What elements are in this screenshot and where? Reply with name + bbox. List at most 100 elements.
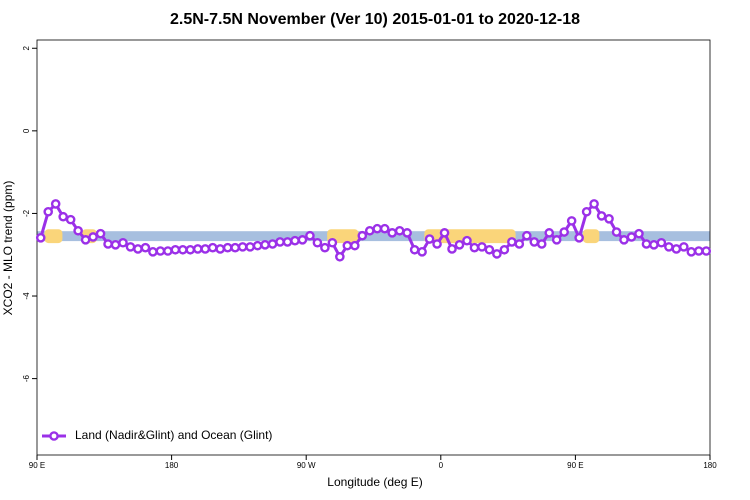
data-point	[394, 225, 405, 236]
data-point	[671, 244, 682, 254]
data-point	[417, 247, 427, 257]
data-point	[185, 244, 196, 255]
data-point	[200, 244, 211, 254]
data-point	[267, 239, 278, 249]
data-point	[536, 239, 547, 249]
y-tick-label: -4	[22, 292, 31, 300]
data-point	[73, 225, 83, 236]
x-tick-label: 180	[165, 461, 179, 470]
data-point	[320, 242, 330, 253]
data-point	[477, 242, 487, 252]
data-point	[649, 240, 659, 250]
legend-label: Land (Nadir&Glint) and Ocean (Glint)	[75, 428, 272, 442]
data-point	[619, 235, 629, 245]
data-point	[484, 244, 495, 255]
y-tick-label: 0	[22, 128, 31, 133]
x-tick-label: 180	[703, 461, 717, 470]
data-point	[282, 237, 293, 247]
data-point	[357, 230, 368, 241]
data-point	[379, 223, 390, 234]
data-point	[686, 247, 697, 257]
data-point	[499, 244, 510, 255]
data-point	[492, 249, 502, 259]
chart-title: 2.5N-7.5N November (Ver 10) 2015-01-01 t…	[170, 11, 580, 28]
data-point	[372, 223, 383, 234]
data-point	[245, 242, 255, 252]
data-point	[43, 206, 54, 217]
data-point	[237, 242, 248, 252]
data-point	[95, 228, 106, 239]
data-point	[88, 232, 98, 242]
data-point	[222, 242, 233, 253]
land-span	[582, 229, 600, 244]
data-point	[424, 234, 435, 244]
data-point	[469, 242, 480, 253]
data-point	[65, 214, 76, 225]
data-point	[529, 237, 540, 247]
data-point	[544, 228, 555, 238]
data-point	[140, 242, 151, 253]
data-point	[409, 244, 420, 255]
data-point	[207, 242, 218, 253]
data-point	[148, 247, 158, 257]
data-point	[133, 244, 143, 254]
legend-marker	[49, 431, 59, 441]
data-point	[155, 246, 166, 256]
data-point	[192, 244, 203, 254]
data-point	[290, 235, 300, 246]
data-point	[342, 240, 353, 251]
data-point	[507, 237, 517, 247]
data-point	[260, 240, 270, 250]
data-point	[50, 199, 61, 209]
data-point	[439, 228, 450, 238]
data-point	[581, 206, 592, 217]
data-point	[305, 230, 315, 241]
data-point	[103, 239, 113, 249]
data-point	[634, 228, 644, 239]
data-point	[679, 242, 689, 252]
data-point	[462, 235, 472, 246]
data-point	[80, 235, 91, 245]
y-axis-label: XCO2 - MLO trend (ppm)	[1, 181, 15, 316]
x-tick-label: 90 W	[297, 461, 316, 470]
data-point	[335, 251, 345, 262]
data-point	[693, 246, 704, 256]
data-point	[589, 199, 599, 209]
data-point	[626, 232, 637, 242]
data-point	[521, 230, 532, 241]
data-point	[641, 239, 652, 249]
y-tick-label: 2	[22, 45, 31, 50]
data-point	[387, 228, 397, 238]
data-point	[514, 239, 525, 249]
data-point	[35, 232, 46, 243]
data-point	[58, 211, 68, 222]
data-point	[350, 240, 360, 251]
data-point	[364, 225, 375, 236]
data-point	[664, 242, 674, 252]
data-point	[551, 235, 562, 245]
data-point	[454, 240, 465, 250]
x-tick-label: 90 E	[29, 461, 45, 470]
y-tick-label: -6	[22, 375, 31, 383]
data-point	[297, 235, 308, 245]
data-point	[447, 244, 457, 254]
data-point	[170, 244, 181, 255]
data-point	[110, 240, 121, 250]
data-point	[566, 216, 577, 226]
data-point	[215, 244, 226, 254]
data-point	[125, 242, 136, 252]
data-point	[656, 237, 667, 248]
data-point	[402, 228, 412, 238]
data-point	[230, 242, 240, 253]
x-tick-label: 0	[439, 461, 444, 470]
data-point	[252, 240, 263, 251]
data-point	[604, 214, 614, 224]
data-point	[611, 227, 622, 237]
data-point	[275, 237, 285, 247]
data-point	[312, 237, 323, 248]
ocean-band	[37, 231, 710, 242]
data-point	[432, 239, 442, 249]
x-axis-label: Longitude (deg E)	[327, 475, 422, 489]
data-point	[596, 211, 607, 221]
